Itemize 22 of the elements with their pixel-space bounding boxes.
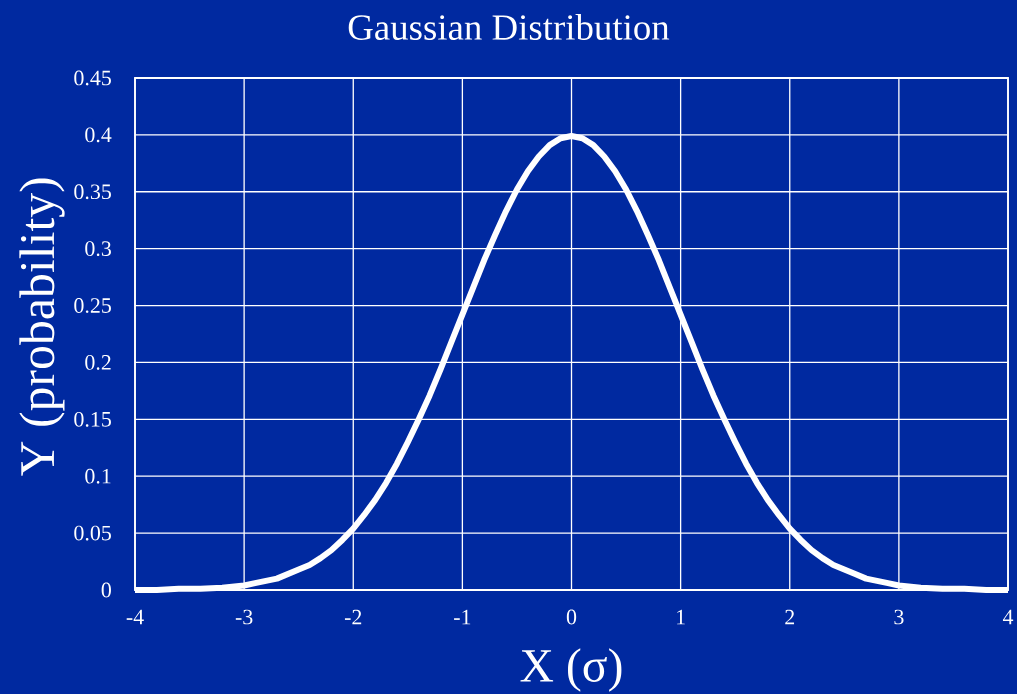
x-tick-label: -2 [344,609,362,625]
y-tick-label: 0.15 [74,411,111,427]
y-tick-label: 0.25 [74,298,111,313]
x-tick-label: 4 [1002,609,1014,625]
y-tick-label: 0 [101,582,111,598]
y-tick-label: 0.2 [85,355,111,370]
chart-title: Gaussian Distribution [348,14,670,40]
x-tick-label: -1 [454,609,471,625]
x-tick-label: 2 [785,609,795,625]
x-axis-title: X (σ) [520,648,622,692]
x-tick-label: -4 [126,609,144,625]
y-tick-label: 0.05 [74,525,111,541]
x-tick-label: 1 [677,609,685,625]
y-tick-label: 0.1 [85,468,111,484]
y-axis-title: Y (probability) [19,178,65,476]
x-tick-label: 3 [894,609,904,625]
y-tick-label: 0.35 [74,184,111,200]
y-tick-label: 0.45 [74,70,111,86]
y-tick-label: 0.4 [85,127,112,143]
x-tick-label: -3 [235,609,253,625]
y-tick-label: 0.3 [85,241,111,257]
x-tick-label: 0 [566,609,577,625]
